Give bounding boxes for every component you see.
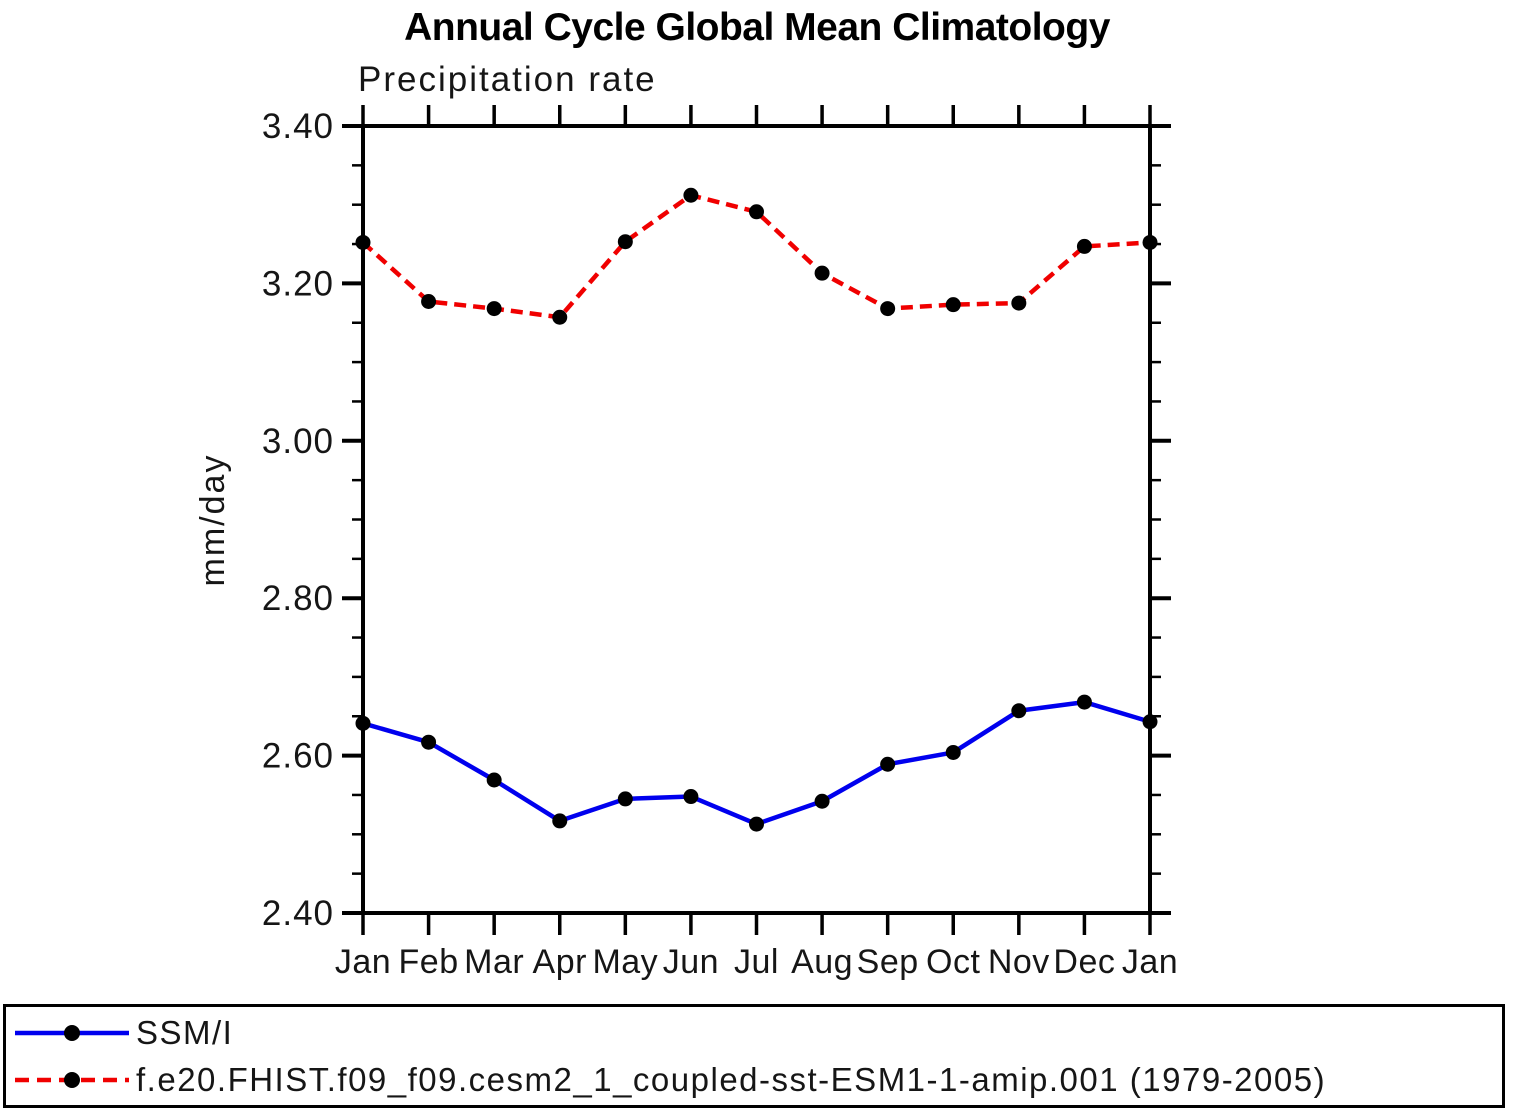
y-tick-label: 3.20 — [262, 264, 334, 303]
y-tick-label: 2.60 — [262, 737, 334, 776]
x-tick-label: Jan — [1122, 943, 1178, 981]
legend: SSM/I f.e20.FHIST.f09_f09.cesm2_1_couple… — [3, 1004, 1505, 1108]
plot-border — [361, 124, 1152, 915]
data-point-marker — [486, 301, 502, 317]
data-point-marker — [945, 744, 961, 760]
x-tick-label: Apr — [533, 943, 587, 981]
data-point-marker — [552, 309, 568, 325]
data-point-marker — [683, 187, 699, 203]
data-point-marker — [814, 793, 830, 809]
legend-marker-icon — [64, 1071, 80, 1088]
x-tick-label: Mar — [464, 943, 524, 981]
data-point-marker — [814, 265, 830, 281]
data-point-marker — [421, 734, 437, 750]
data-point-marker — [355, 234, 371, 250]
x-tick-label: Jun — [663, 943, 719, 981]
data-point-marker — [880, 756, 896, 772]
x-tick-label: Aug — [791, 943, 853, 981]
x-tick-label: May — [592, 943, 658, 981]
data-point-marker — [552, 813, 568, 829]
x-tick-label: Sep — [857, 943, 919, 981]
chart-subtitle: Precipitation rate — [358, 60, 657, 99]
data-point-marker — [880, 301, 896, 317]
data-point-marker — [1142, 234, 1158, 250]
data-point-marker — [1142, 714, 1158, 730]
chart-title: Annual Cycle Global Mean Climatology — [404, 6, 1110, 49]
legend-solid-line-sample — [15, 1024, 129, 1041]
data-point-marker — [355, 715, 371, 731]
data-point-marker — [1011, 295, 1027, 311]
data-point-marker — [421, 294, 437, 310]
x-tick-label: Jul — [734, 943, 779, 981]
y-tick-label: 3.40 — [262, 107, 334, 146]
x-tick-label: Dec — [1053, 943, 1115, 981]
legend-label-ssmi: SSM/I — [136, 1013, 234, 1051]
series-line-0 — [362, 699, 1151, 827]
x-tick-label: Nov — [988, 943, 1050, 981]
legend-item-ssmi: SSM/I — [14, 1010, 1502, 1056]
legend-item-model: f.e20.FHIST.f09_f09.cesm2_1_coupled-sst-… — [14, 1057, 1502, 1103]
legend-label-model: f.e20.FHIST.f09_f09.cesm2_1_coupled-sst-… — [136, 1060, 1327, 1098]
data-point-marker — [749, 204, 764, 220]
data-point-marker — [617, 234, 633, 250]
y-tick-label: 3.00 — [262, 422, 334, 461]
data-point-marker — [683, 789, 699, 805]
legend-dashed-line-sample — [15, 1071, 129, 1088]
data-point-marker — [749, 816, 764, 832]
y-axis-title: mm/day — [194, 453, 232, 587]
y-tick-label: 2.80 — [262, 579, 334, 618]
data-point-marker — [617, 791, 633, 807]
x-tick-label: Jan — [335, 943, 391, 981]
data-point-marker — [1076, 238, 1092, 254]
x-tick-label: Feb — [399, 943, 459, 981]
y-tick-label: 2.40 — [262, 894, 334, 933]
legend-marker-icon — [64, 1024, 80, 1041]
data-point-marker — [486, 772, 502, 788]
data-point-marker — [1011, 703, 1027, 719]
x-tick-label: Oct — [926, 943, 980, 981]
data-point-marker — [1076, 694, 1092, 710]
data-point-marker — [945, 297, 961, 313]
